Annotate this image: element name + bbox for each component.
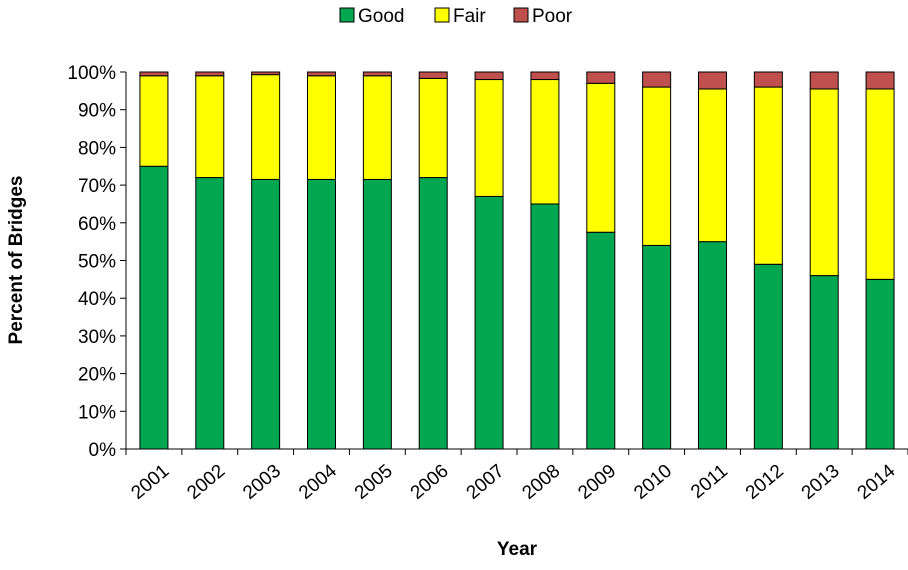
bar-poor-2010 xyxy=(642,71,672,88)
bar-poor-2009 xyxy=(586,71,616,84)
x-tick-label: 2003 xyxy=(239,461,285,504)
bar-fair-2011 xyxy=(698,88,727,243)
bar-fair-2004 xyxy=(307,75,336,180)
bar-good-2007 xyxy=(474,195,504,450)
y-tick-label: 10% xyxy=(78,402,116,423)
x-axis-title: Year xyxy=(497,539,538,560)
bar-good-2005 xyxy=(362,178,392,450)
bar-poor-2002 xyxy=(195,71,225,77)
bar-poor-2013 xyxy=(809,71,839,90)
y-tick-label: 80% xyxy=(78,138,116,159)
legend-swatch-good xyxy=(339,7,355,23)
legend-swatch-poor xyxy=(513,7,529,23)
bar-good-2014 xyxy=(865,278,895,450)
bar-poor-2004 xyxy=(307,71,336,77)
bar-good-2010 xyxy=(642,244,672,450)
legend-swatch-fair xyxy=(434,7,450,23)
bar-fair-2012 xyxy=(753,86,783,265)
legend-label-poor: Poor xyxy=(532,6,573,27)
x-tick-label: 2002 xyxy=(183,461,229,504)
bar-fair-2009 xyxy=(586,82,616,233)
bar-poor-2012 xyxy=(753,71,783,88)
bar-fair-2013 xyxy=(809,88,839,277)
y-tick-label: 0% xyxy=(89,440,117,461)
bar-fair-2003 xyxy=(251,74,281,180)
bar-good-2006 xyxy=(418,177,448,450)
x-tick-label: 2012 xyxy=(742,461,788,504)
x-tick-label: 2001 xyxy=(127,461,173,504)
bar-poor-2006 xyxy=(418,71,448,79)
x-tick-label: 2014 xyxy=(854,460,900,504)
x-tick-label: 2004 xyxy=(295,460,341,504)
y-tick-label: 70% xyxy=(78,176,116,197)
bar-good-2001 xyxy=(139,165,169,450)
x-tick-label: 2013 xyxy=(798,461,844,504)
bar-fair-2002 xyxy=(195,75,225,179)
x-tick-label: 2005 xyxy=(351,461,397,504)
y-tick-label: 50% xyxy=(78,252,116,273)
bar-good-2012 xyxy=(753,263,783,450)
y-tick-label: 60% xyxy=(78,214,116,235)
bar-fair-2010 xyxy=(642,86,672,246)
bar-good-2008 xyxy=(530,203,560,450)
bar-fair-2006 xyxy=(418,77,448,179)
y-tick-label: 90% xyxy=(78,101,116,122)
bar-fair-2001 xyxy=(139,75,169,167)
x-tick-label: 2006 xyxy=(407,461,453,504)
y-tick-label: 40% xyxy=(78,289,116,310)
y-tick-label: 20% xyxy=(78,365,116,386)
bar-good-2002 xyxy=(195,177,225,450)
x-tick-label: 2009 xyxy=(574,461,620,504)
bar-poor-2007 xyxy=(474,71,504,81)
bar-good-2011 xyxy=(698,241,727,450)
bar-good-2009 xyxy=(586,231,616,450)
bar-poor-2008 xyxy=(530,71,560,81)
x-tick-label: 2011 xyxy=(687,461,732,503)
bar-fair-2008 xyxy=(530,79,560,205)
legend-label-good: Good xyxy=(358,6,404,27)
bar-fair-2007 xyxy=(474,79,504,197)
bar-good-2003 xyxy=(251,178,281,450)
x-tick-label: 2010 xyxy=(630,461,676,504)
bar-poor-2014 xyxy=(865,71,895,90)
x-tick-label: 2008 xyxy=(518,461,564,504)
y-axis-title: Percent of Bridges xyxy=(6,176,27,345)
legend-label-fair: Fair xyxy=(453,6,486,27)
bar-fair-2005 xyxy=(362,75,392,180)
y-tick-label: 30% xyxy=(78,327,116,348)
bar-good-2004 xyxy=(307,178,336,450)
bars xyxy=(139,71,895,450)
bar-fair-2014 xyxy=(865,88,895,280)
bar-good-2013 xyxy=(809,275,839,450)
bar-poor-2005 xyxy=(362,71,392,77)
x-tick-label: 2007 xyxy=(463,461,509,504)
bar-poor-2001 xyxy=(139,71,169,77)
bar-poor-2003 xyxy=(251,71,281,76)
y-tick-label: 100% xyxy=(67,63,116,84)
legend: Good Fair Poor xyxy=(339,6,573,27)
bar-poor-2011 xyxy=(698,71,727,90)
